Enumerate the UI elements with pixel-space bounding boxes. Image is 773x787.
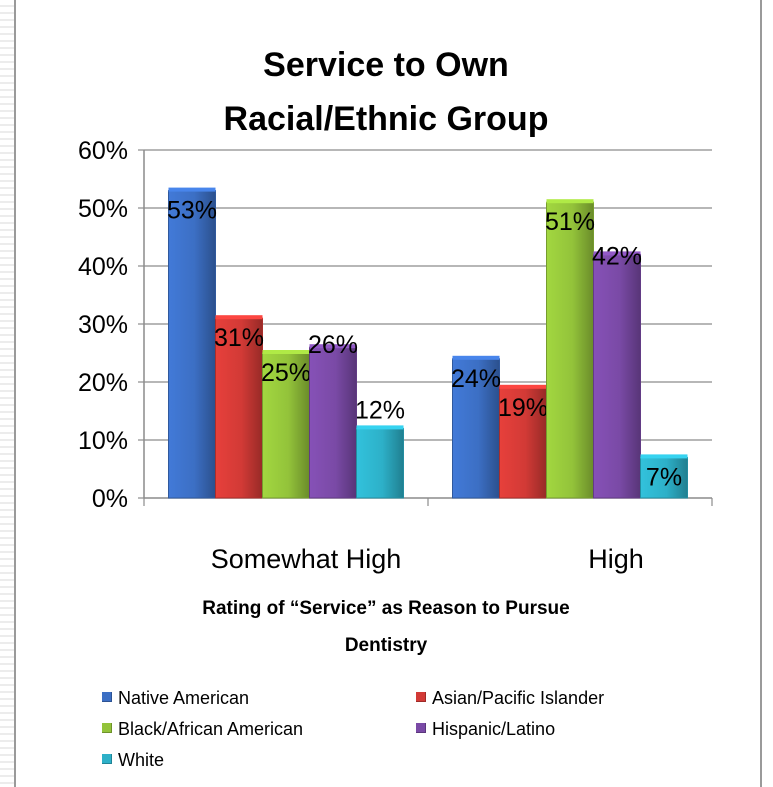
data-label: 19% (498, 394, 548, 422)
bar-top-cap (168, 187, 216, 192)
y-tick-label: 40% (77, 253, 128, 281)
bar-top-cap (262, 350, 310, 354)
y-tick-label: 50% (77, 195, 128, 223)
legend-swatch (102, 692, 112, 702)
legend-swatch (102, 723, 112, 733)
data-label: 24% (451, 365, 501, 393)
bar-black-african-american-high (546, 201, 594, 499)
bar-top-cap (356, 425, 404, 430)
bar-top-cap (499, 384, 547, 389)
bar-hispanic-latino-high (593, 253, 641, 499)
legend-label: Native American (118, 688, 250, 708)
y-tick-label: 10% (77, 427, 128, 455)
legend-item-asian-pacific-islander: Asian/Pacific Islander (416, 687, 604, 709)
bar-asian-pacific-islander-somewhat-high (215, 317, 263, 499)
chart-title: Service to Own Racial/Ethnic Group (223, 46, 549, 138)
y-tick-label: 30% (77, 311, 128, 339)
bar-top-cap (215, 315, 263, 320)
bar-asian-pacific-islander-high (499, 387, 547, 499)
bar-native-american-high (452, 358, 500, 499)
legend-item-white: White (102, 749, 164, 771)
legend-label: Hispanic/Latino (432, 719, 556, 739)
legend-swatch (416, 692, 426, 702)
data-label: 42% (592, 242, 642, 270)
data-label: 12% (355, 396, 405, 424)
data-label: 53% (167, 197, 217, 225)
legend-label: Asian/Pacific Islander (432, 688, 605, 708)
chart-frame: Service to Own Racial/Ethnic Group 60% 5… (14, 0, 762, 787)
bar-white-high (640, 456, 688, 499)
legend-swatch (102, 754, 112, 764)
legend-item-hispanic-latino: Hispanic/Latino (416, 718, 555, 740)
data-label: 31% (214, 324, 264, 352)
legend-item-black-african-american: Black/African American (102, 718, 303, 740)
bar-top-cap (309, 344, 357, 349)
legend-swatch (416, 723, 426, 733)
bar-top-cap (546, 199, 594, 204)
plot-area: 53% 31% 25%26% 12% 24%19% 51% 42% 7% (138, 149, 713, 506)
data-label: 7% (646, 463, 682, 491)
bar-hispanic-latino-somewhat-high (309, 346, 357, 499)
data-label: 51% (545, 208, 595, 236)
bar-black-african-american-somewhat-high (262, 352, 310, 499)
bar-top-cap (593, 251, 641, 256)
bar-top-cap (452, 355, 500, 360)
y-tick-label: 60% (77, 137, 128, 165)
slide-edge-strip (0, 0, 14, 787)
data-label: 25% (261, 359, 311, 387)
legend-item-native-american: Native American (102, 687, 249, 709)
y-tick-label: 20% (77, 369, 128, 397)
x-axis-title: Rating of “Service” as Reason to Pursue … (202, 598, 570, 656)
bar-white-somewhat-high (356, 427, 404, 499)
bar-top-cap (640, 454, 688, 459)
data-label: 26% (308, 331, 358, 359)
bar-native-american-somewhat-high (168, 190, 216, 499)
legend-label: White (118, 750, 165, 770)
y-tick-label: 0% (91, 485, 128, 513)
x-category-label: Somewhat High (210, 544, 402, 574)
legend-label: Black/African American (118, 719, 304, 739)
x-category-label: High (588, 544, 644, 574)
